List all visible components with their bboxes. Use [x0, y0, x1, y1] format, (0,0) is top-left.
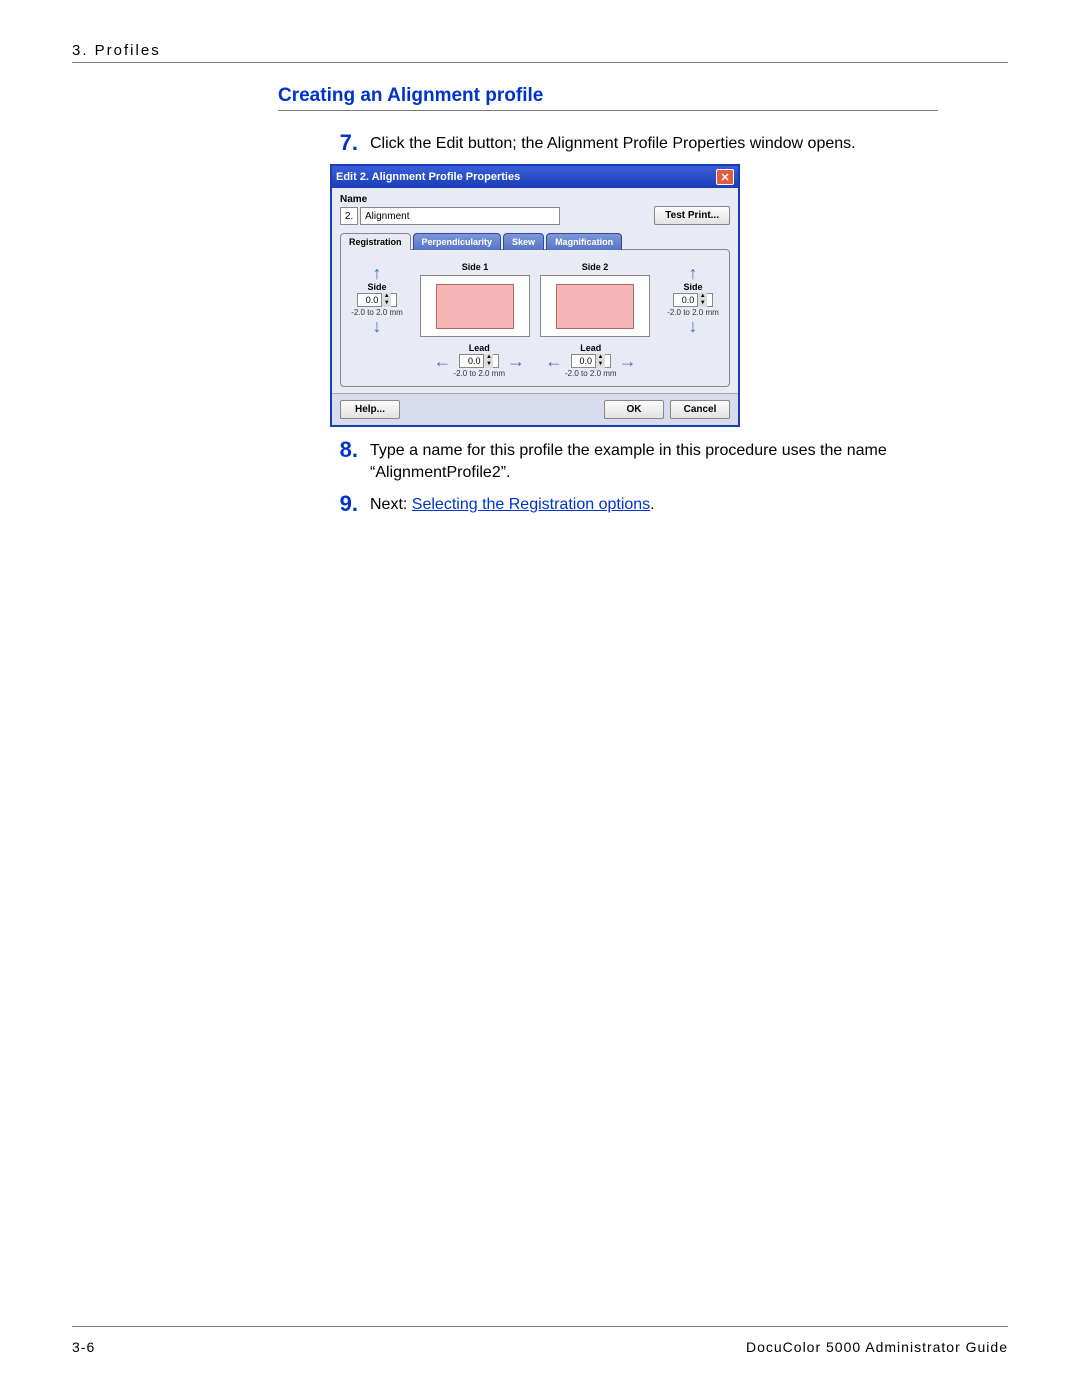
step-8: 8. Type a name for this profile the exam… [330, 437, 940, 483]
side2-lead-range: -2.0 to 2.0 mm [565, 369, 617, 378]
registration-options-link[interactable]: Selecting the Registration options [412, 496, 650, 513]
step-list: 7. Click the Edit button; the Alignment … [330, 130, 940, 525]
side1-side-spinner[interactable]: 0.0 ▲▼ [357, 293, 397, 307]
step9-prefix: Next: [370, 496, 412, 513]
arrow-up-icon: ↑ [689, 264, 698, 282]
side-label-2: Side [683, 282, 702, 292]
alignment-dialog: Edit 2. Alignment Profile Properties ✕ N… [330, 164, 740, 427]
step-num-8: 8. [330, 437, 370, 483]
tab-perpendicularity[interactable]: Perpendicularity [413, 233, 502, 250]
arrow-left-icon: ← [433, 352, 451, 370]
dialog-button-row: Help... OK Cancel [332, 393, 738, 425]
side-label-1: Side [367, 282, 386, 292]
section-underline [278, 110, 938, 111]
footer-rule [72, 1326, 1008, 1327]
side2-side-spinner[interactable]: 0.0 ▲▼ [673, 293, 713, 307]
help-button[interactable]: Help... [340, 400, 400, 419]
cancel-button[interactable]: Cancel [670, 400, 730, 419]
side1-lead-range: -2.0 to 2.0 mm [453, 369, 505, 378]
side2-label: Side 2 [540, 262, 650, 272]
arrow-right-icon: → [507, 352, 525, 370]
doc-title: DocuColor 5000 Administrator Guide [746, 1339, 1008, 1355]
side1-label: Side 1 [420, 262, 530, 272]
step-9: 9. Next: Selecting the Registration opti… [330, 491, 940, 517]
dialog-body: Name 2. Test Print... Registration Perpe… [332, 188, 738, 393]
close-icon[interactable]: ✕ [716, 169, 734, 185]
tab-registration[interactable]: Registration [340, 233, 411, 250]
name-label: Name [340, 194, 654, 205]
side1-lead-control: ← Lead 0.0 ▲▼ -2.0 to 2.0 mm → [433, 343, 525, 378]
step-text-9: Next: Selecting the Registration options… [370, 491, 655, 517]
section-title: Creating an Alignment profile [278, 85, 543, 107]
test-print-button[interactable]: Test Print... [654, 206, 730, 225]
lead-label-2: Lead [580, 343, 601, 353]
footer: 3-6 DocuColor 5000 Administrator Guide [72, 1339, 1008, 1355]
step-text-7: Click the Edit button; the Alignment Pro… [370, 130, 856, 156]
side1-lead-value: 0.0 [465, 356, 484, 366]
dialog-figure: Edit 2. Alignment Profile Properties ✕ N… [330, 164, 940, 427]
arrow-right-icon: → [619, 352, 637, 370]
page-number: 3-6 [72, 1339, 95, 1355]
side2-side-value: 0.0 [679, 295, 698, 305]
step9-suffix: . [650, 496, 654, 513]
side2-side-control: ↑ Side 0.0 ▲▼ -2.0 to 2.0 mm ↓ [665, 264, 721, 335]
lead-label-1: Lead [469, 343, 490, 353]
name-input[interactable] [360, 207, 560, 225]
step-7: 7. Click the Edit button; the Alignment … [330, 130, 940, 156]
dialog-titlebar: Edit 2. Alignment Profile Properties ✕ [332, 166, 738, 188]
tabs: Registration Perpendicularity Skew Magni… [340, 233, 730, 250]
side1-side-control: ↑ Side 0.0 ▲▼ -2.0 to 2.0 mm ↓ [349, 264, 405, 335]
side2-preview [540, 275, 650, 337]
ok-button[interactable]: OK [604, 400, 664, 419]
arrow-up-icon: ↑ [373, 264, 382, 282]
tab-magnification[interactable]: Magnification [546, 233, 622, 250]
side1-side-value: 0.0 [363, 295, 382, 305]
side2-lead-value: 0.0 [577, 356, 596, 366]
breadcrumb: 3. Profiles [72, 42, 1008, 59]
arrow-down-icon: ↓ [689, 317, 698, 335]
side2-lead-control: ← Lead 0.0 ▲▼ -2.0 to 2.0 mm → [545, 343, 637, 378]
arrow-down-icon: ↓ [373, 317, 382, 335]
tab-panel: ↑ Side 0.0 ▲▼ -2.0 to 2.0 mm ↓ Side 1 [340, 249, 730, 387]
side2-lead-spinner[interactable]: 0.0 ▲▼ [571, 354, 611, 368]
step-num-7: 7. [330, 130, 370, 156]
side1-lead-spinner[interactable]: 0.0 ▲▼ [459, 354, 499, 368]
header-rule [72, 62, 1008, 63]
step-num-9: 9. [330, 491, 370, 517]
name-number: 2. [340, 207, 358, 225]
step-text-8: Type a name for this profile the example… [370, 437, 940, 483]
side1-preview [420, 275, 530, 337]
dialog-title: Edit 2. Alignment Profile Properties [336, 171, 520, 183]
tab-skew[interactable]: Skew [503, 233, 544, 250]
arrow-left-icon: ← [545, 352, 563, 370]
